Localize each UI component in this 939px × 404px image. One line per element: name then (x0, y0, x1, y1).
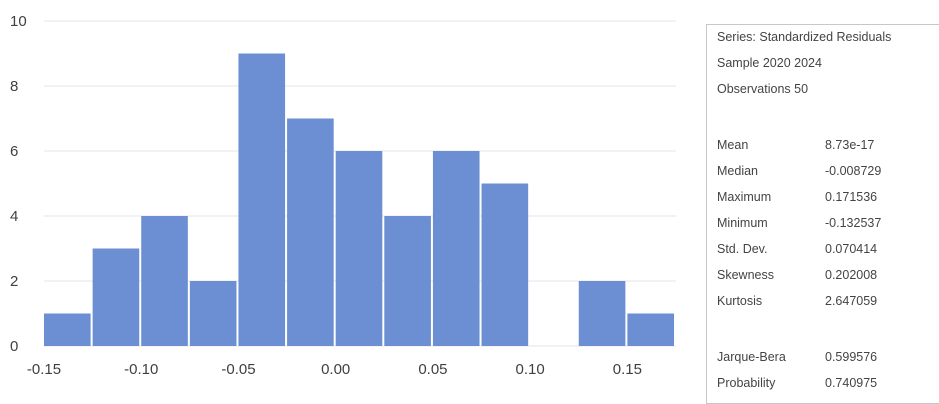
x-tick-label: -0.05 (221, 361, 255, 378)
x-tick-label: 0.05 (418, 361, 447, 378)
stat-label: Kurtosis (717, 294, 763, 308)
histogram-bar (287, 118, 334, 346)
x-tick-label: -0.15 (27, 361, 61, 378)
x-axis-ticks: -0.15 -0.10 -0.05 0.00 0.05 0.10 0.15 (27, 361, 642, 378)
y-tick-label: 4 (10, 208, 18, 225)
stat-label: Skewness (717, 268, 774, 282)
histogram-bar (141, 216, 188, 346)
histogram-bar (189, 281, 237, 346)
stat-label: Jarque-Bera (717, 350, 786, 364)
stat-value: 0.740975 (825, 376, 878, 390)
stat-row-minimum: Minimum -0.132537 (717, 216, 937, 234)
x-tick-label: 0.00 (321, 361, 350, 378)
stat-label: Std. Dev. (717, 242, 768, 256)
histogram-bar (335, 151, 383, 346)
statistics-panel: Series: Standardized Residuals Sample 20… (706, 24, 939, 404)
stat-value: 0.171536 (825, 190, 878, 204)
observations-label: Observations 50 (717, 82, 809, 96)
histogram-bar (92, 248, 140, 346)
histogram-bar (578, 281, 626, 346)
stat-row-jarque-bera: Jarque-Bera 0.599576 (717, 350, 937, 368)
y-tick-label: 0 (10, 338, 18, 355)
stat-row-std-dev: Std. Dev. 0.070414 (717, 242, 937, 260)
stat-row-probability: Probability 0.740975 (717, 376, 937, 394)
x-tick-label: 0.15 (613, 361, 642, 378)
y-tick-label: 2 (10, 273, 18, 290)
histogram-chart: 0 2 4 6 8 10 -0.15 -0.10 -0.05 0.00 0.05 0.10 0.15 (10, 13, 676, 378)
y-tick-label: 10 (10, 13, 27, 30)
histogram-bar (481, 183, 529, 346)
stat-label: Mean (717, 138, 749, 152)
histogram-bar (432, 151, 480, 346)
histogram-bar (627, 313, 674, 346)
stat-label: Minimum (717, 216, 768, 230)
stat-row-median: Median -0.008729 (717, 164, 937, 182)
stat-value: -0.132537 (825, 216, 882, 230)
series-label: Series: Standardized Residuals (717, 30, 892, 44)
histogram-bar (44, 313, 91, 346)
stat-value: 0.202008 (825, 268, 878, 282)
stat-value: 2.647059 (825, 294, 878, 308)
y-tick-label: 6 (10, 143, 18, 160)
histogram-bars (44, 53, 674, 346)
sample-label: Sample 2020 2024 (717, 56, 822, 70)
stat-value: 0.070414 (825, 242, 878, 256)
y-tick-label: 8 (10, 78, 18, 95)
stat-value: 8.73e-17 (825, 138, 875, 152)
stat-label: Maximum (717, 190, 772, 204)
x-tick-label: 0.10 (516, 361, 545, 378)
stat-value: -0.008729 (825, 164, 882, 178)
stat-value: 0.599576 (825, 350, 878, 364)
stat-row-kurtosis: Kurtosis 2.647059 (717, 294, 937, 312)
stat-row-maximum: Maximum 0.171536 (717, 190, 937, 208)
y-axis-ticks: 0 2 4 6 8 10 (10, 13, 27, 355)
histogram-bar (238, 53, 286, 346)
stat-label: Probability (717, 376, 776, 390)
stat-row-mean: Mean 8.73e-17 (717, 138, 937, 156)
stat-label: Median (717, 164, 758, 178)
histogram-bar (384, 216, 431, 346)
stat-row-skewness: Skewness 0.202008 (717, 268, 937, 286)
x-tick-label: -0.10 (124, 361, 158, 378)
